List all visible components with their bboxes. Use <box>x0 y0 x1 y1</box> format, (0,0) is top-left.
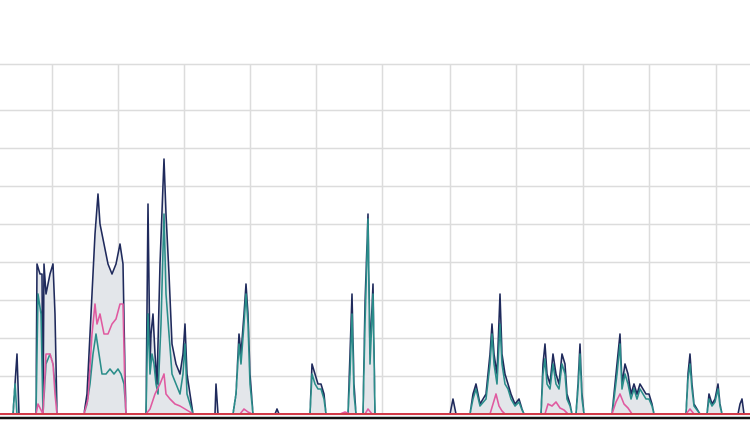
series-lines <box>0 158 750 415</box>
gridlines <box>0 63 750 416</box>
series-line-1 <box>0 213 750 415</box>
